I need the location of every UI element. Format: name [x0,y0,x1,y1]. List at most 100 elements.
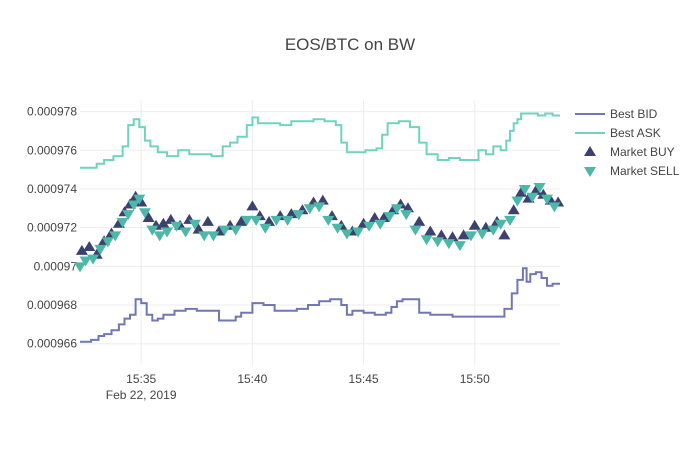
series-point [363,221,376,232]
series-point [374,219,387,230]
series-point [235,215,248,226]
series-point [377,212,390,222]
series-point [285,208,298,219]
series-point [383,212,396,223]
series-point [133,194,146,205]
series-point [431,237,444,248]
series-point [442,239,455,250]
series-point [164,213,177,224]
series-point [127,200,140,211]
series-point [400,210,413,221]
series-point [87,254,99,265]
legend-label: Best BID [610,107,658,121]
series-point [146,225,159,236]
series-point [457,229,470,240]
series-point [529,184,542,195]
series-point [511,196,524,207]
x-tick-label: 15:50 [460,372,490,386]
legend-item[interactable]: Market SELL [584,164,680,178]
series-point [75,244,88,255]
series-point [316,194,329,205]
x-axis: 15:35 Feb 22, 2019 15:40 15:45 15:50 [106,372,490,402]
series-point [270,215,283,226]
chart-title: EOS/BTC on BW [285,35,415,54]
series-point [142,212,155,222]
series-best-bid [80,267,560,343]
series-point [368,212,381,222]
series-point [135,196,148,207]
y-tick-label: 0.000966 [27,337,77,351]
series-point [303,204,316,215]
legend-label: Market BUY [610,145,675,159]
series-point [207,231,220,242]
y-tick-label: 0.000968 [27,298,77,312]
series-point [250,215,263,226]
series-point [157,217,170,228]
series-point [201,215,214,226]
series-point [313,202,326,213]
series-point [109,231,122,242]
legend-swatch-marker [584,167,596,177]
legend-item[interactable]: Best BID [575,107,658,121]
series-point [292,210,305,221]
series-point [409,225,422,236]
series-market-sell [74,183,561,273]
y-tick-label: 0.000978 [27,105,77,119]
series-point [424,225,437,236]
x-tick-label: 15:35 [126,372,156,386]
series-point [331,223,344,234]
series-line [80,267,560,343]
x-tick-label: 15:40 [237,372,267,386]
series-point [192,223,205,234]
legend-swatch-marker [584,146,596,156]
series-point [170,221,183,232]
series-point [479,221,492,232]
series-point [515,186,528,197]
series-point [161,227,174,238]
series-point [390,204,403,215]
y-tick-label: 0.000974 [27,182,77,196]
series-point [352,227,364,238]
series-point [453,241,466,252]
series-point [507,204,520,215]
series-point [240,215,253,226]
legend-item[interactable]: Market BUY [584,145,675,159]
x-tick-date-label: Feb 22, 2019 [106,388,177,402]
series-point [188,219,201,230]
legend: Best BID Best ASK Market BUY Market SELL [575,107,680,178]
x-tick-label: 15:45 [349,372,379,386]
series-point [494,219,507,230]
series-point [263,215,275,226]
series-point [179,227,192,238]
series-point [74,262,86,273]
series-point [476,229,489,240]
series-point [504,215,516,226]
series-line [80,112,560,169]
series-point [446,231,459,242]
series-point [541,194,553,205]
series-point [548,202,561,213]
series-point [122,210,135,221]
y-axis: 0.000966 0.000968 0.00097 0.000972 0.000974 0… [27,105,77,351]
series-point [101,237,114,248]
series-point [218,225,231,236]
series-point [435,229,448,240]
series-point [198,231,211,242]
y-tick-label: 0.00097 [34,259,78,273]
y-tick-label: 0.000976 [27,143,77,157]
series-point [246,200,259,211]
legend-item[interactable]: Best ASK [575,126,661,140]
series-point [487,225,500,236]
series-point [116,217,129,228]
series-point [526,192,539,203]
series-point [340,229,353,240]
series-point [259,223,272,234]
plot-area [74,112,565,343]
series-point [138,208,151,219]
series-point [498,229,511,240]
series-point [229,225,242,236]
series-point [402,202,414,213]
legend-label: Market SELL [610,164,680,178]
